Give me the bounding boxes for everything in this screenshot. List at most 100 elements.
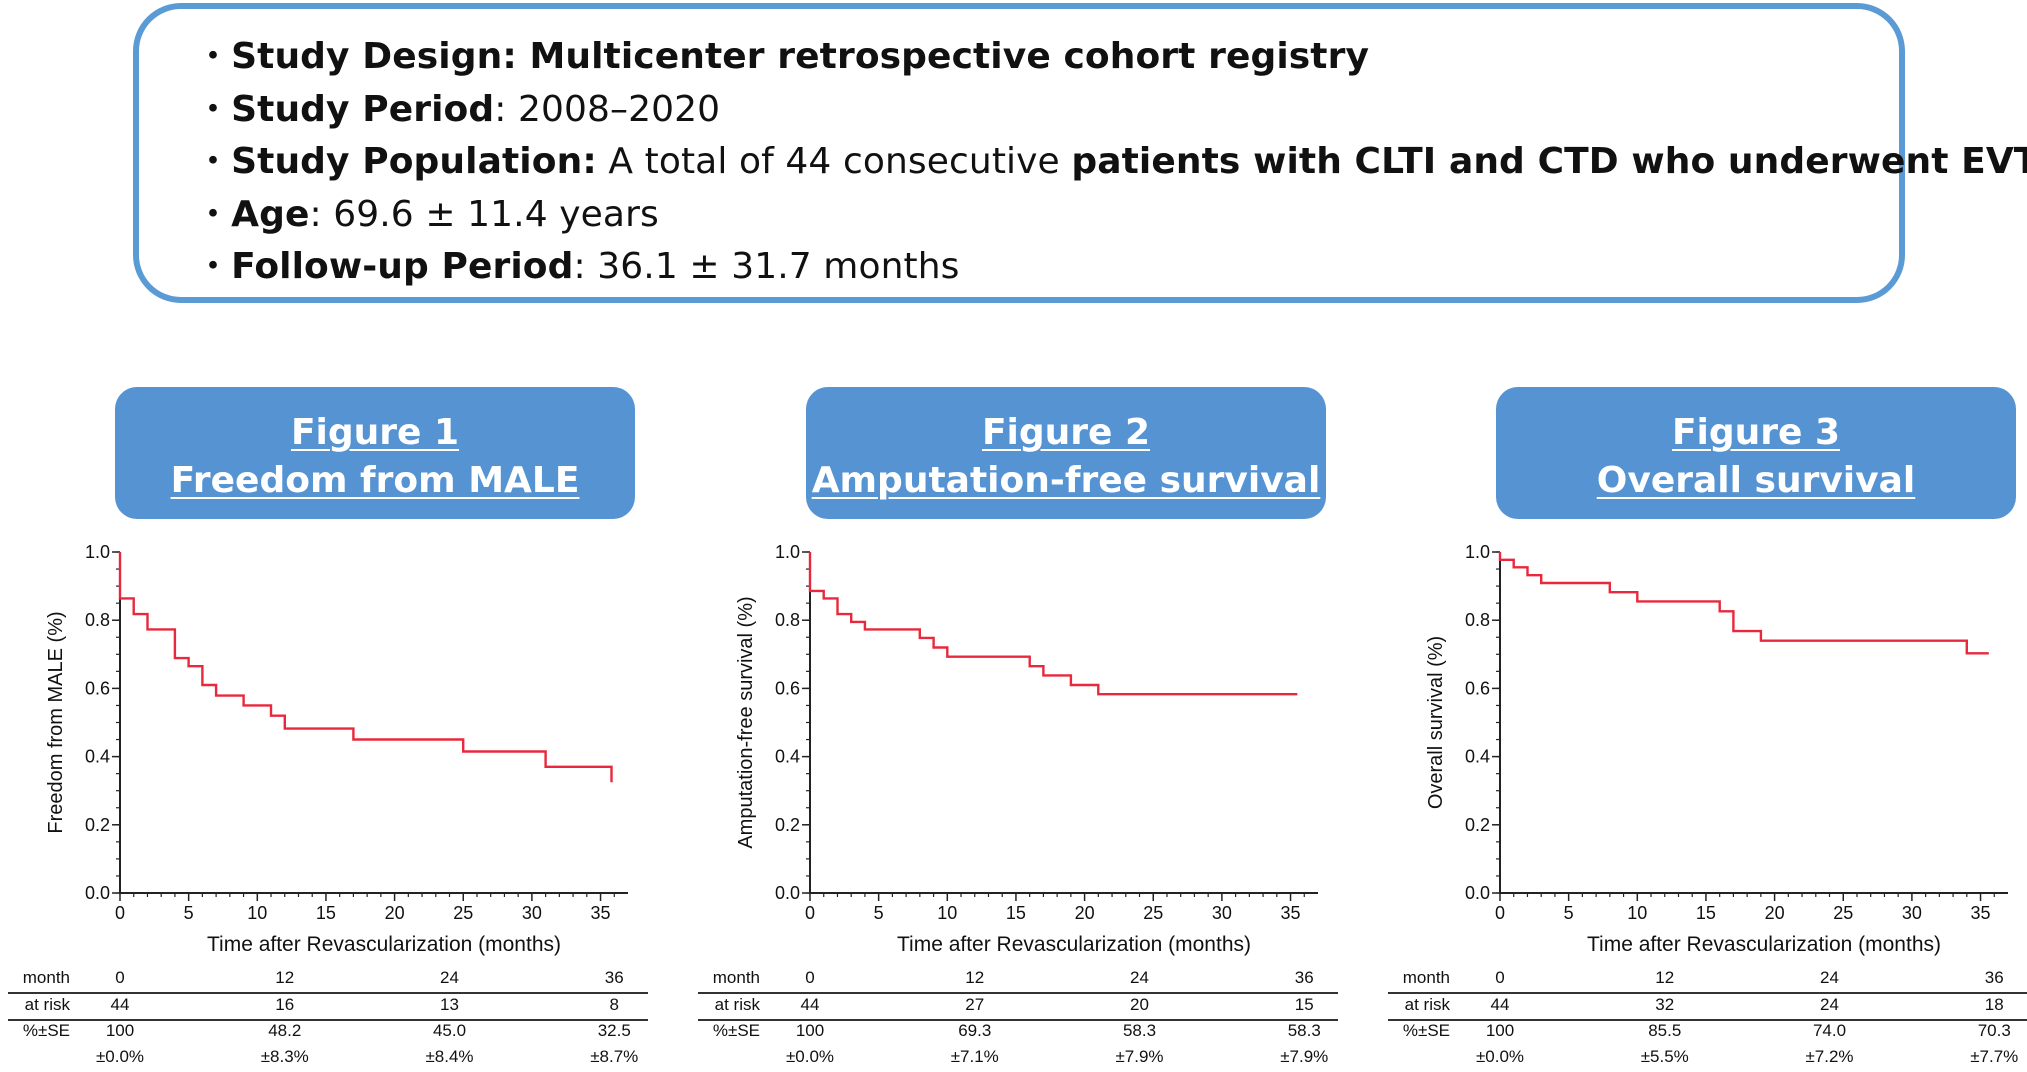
summary-colon: : — [309, 193, 322, 235]
y-tick-label: 0.4 — [775, 747, 800, 767]
risk-pct-value: 32.5 — [597, 1021, 631, 1040]
risk-at-risk-value: 32 — [1655, 995, 1675, 1014]
risk-row-label-month: month — [1402, 968, 1450, 987]
summary-line-population: ・Study Population: A total of 44 consecu… — [195, 136, 2027, 189]
risk-se-value: ±7.7% — [1970, 1047, 2019, 1066]
y-tick-label: 1.0 — [1465, 542, 1490, 562]
risk-se-value: ±0.0% — [95, 1047, 145, 1066]
risk-table-divider — [8, 1019, 648, 1021]
x-tick-label: 15 — [1006, 903, 1026, 923]
x-tick-label: 25 — [453, 903, 473, 923]
risk-se-value: ±7.1% — [950, 1047, 999, 1066]
x-tick-label: 5 — [184, 903, 194, 923]
bullet: ・ — [195, 88, 232, 130]
summary-label: Study Period — [231, 88, 495, 130]
risk-month-value: 24 — [1820, 968, 1839, 987]
x-tick-label: 10 — [247, 903, 267, 923]
x-tick-label: 5 — [874, 903, 884, 923]
risk-table-divider — [8, 992, 648, 994]
risk-row-label-at-risk: at risk — [24, 995, 70, 1014]
risk-at-risk-value: 16 — [275, 995, 295, 1014]
x-tick-label: 10 — [937, 903, 957, 923]
risk-table-divider — [698, 992, 1338, 994]
y-tick-label: 0.6 — [775, 678, 800, 698]
figure-1-title[interactable]: Freedom from MALE — [170, 460, 580, 501]
figure-3-header[interactable]: Figure 3 Overall survival — [1496, 387, 2016, 519]
x-tick-label: 35 — [591, 903, 611, 923]
summary-colon: : — [494, 88, 507, 130]
y-tick-label: 0.8 — [1465, 610, 1490, 630]
y-tick-label: 1.0 — [775, 542, 800, 562]
risk-month-value: 12 — [275, 968, 295, 987]
risk-row-label-at-risk: at risk — [1404, 995, 1450, 1014]
summary-label: Age — [231, 193, 310, 235]
km-chart-overall-survival: 0.0 0.2 0.4 0.6 0.8 1.0 0 5 10 15 20 25 30 35 Time aft… — [1425, 542, 2008, 956]
x-tick-label: 25 — [1833, 903, 1853, 923]
risk-pct-value: 45.0 — [432, 1021, 467, 1040]
x-tick-label: 20 — [1075, 903, 1095, 923]
risk-at-risk-value: 44 — [800, 995, 820, 1014]
risk-row-label-month: month — [22, 968, 70, 987]
y-tick-label: 0.6 — [85, 678, 110, 698]
figure-1-label[interactable]: Figure 1 — [290, 412, 460, 453]
y-tick-label: 0.2 — [775, 815, 800, 835]
survival-curve — [118, 552, 613, 783]
y-tick-label: 0.2 — [1465, 815, 1490, 835]
y-tick-label: 0.8 — [85, 610, 110, 630]
risk-row-label-pct-se: %±SE — [1402, 1021, 1450, 1040]
x-axis-label: Time after Revascularization (months) — [1587, 933, 1941, 956]
risk-pct-value: 58.3 — [1287, 1021, 1321, 1040]
risk-month-value: 12 — [965, 968, 985, 987]
risk-table-divider — [1388, 1019, 2027, 1021]
risk-row-label-pct-se: %±SE — [22, 1021, 70, 1040]
risk-at-risk-value: 20 — [1130, 995, 1149, 1014]
risk-se-value: ±7.2% — [1805, 1047, 1854, 1066]
risk-row-label-month: month — [712, 968, 760, 987]
risk-pct-value: 100 — [105, 1021, 135, 1040]
risk-row-label-pct-se: %±SE — [712, 1021, 760, 1040]
risk-at-risk-value: 44 — [1490, 995, 1510, 1014]
summary-label: Follow-up Period — [231, 246, 574, 287]
risk-pct-value: 58.3 — [1122, 1021, 1157, 1040]
figure-2-label[interactable]: Figure 2 — [981, 412, 1151, 453]
risk-se-value: ±0.0% — [785, 1047, 835, 1066]
risk-month-value: 12 — [1655, 968, 1675, 987]
risk-se-value: ±8.3% — [260, 1047, 309, 1066]
summary-label: Study Population — [231, 141, 583, 182]
risk-month-value: 0 — [115, 968, 125, 987]
x-tick-label: 20 — [1765, 903, 1785, 923]
x-tick-label: 5 — [1564, 903, 1574, 923]
km-chart-freedom-from-male: 0.0 0.2 0.4 0.6 0.8 1.0 0 5 10 15 20 25 30 35 Time aft… — [45, 542, 628, 956]
survival-curve — [808, 552, 1298, 696]
bullet: ・ — [195, 141, 232, 182]
bullet: ・ — [195, 246, 232, 287]
y-tick-label: 0.8 — [775, 610, 800, 630]
figure-3-label[interactable]: Figure 3 — [1671, 412, 1841, 453]
risk-month-value: 0 — [805, 968, 815, 987]
risk-se-value: ±8.4% — [425, 1047, 474, 1066]
x-tick-label: 30 — [1212, 903, 1232, 923]
y-tick-label: 0.4 — [85, 747, 110, 767]
risk-at-risk-value: 15 — [1294, 995, 1314, 1014]
risk-pct-value: 69.3 — [958, 1021, 992, 1040]
summary-value: 36.1 ± 31.7 months — [585, 246, 960, 287]
figure-3-title[interactable]: Overall survival — [1596, 460, 1916, 501]
figure-1-header[interactable]: Figure 1 Freedom from MALE — [115, 387, 635, 519]
risk-pct-value: 74.0 — [1812, 1021, 1847, 1040]
figure-2-title[interactable]: Amputation-free survival — [811, 460, 1321, 501]
x-tick-label: 30 — [522, 903, 542, 923]
y-axis-label: Freedom from MALE (%) — [45, 611, 67, 833]
x-tick-label: 15 — [316, 903, 336, 923]
summary-line-design: ・Study Design: Multicenter retrospective… — [195, 31, 1899, 84]
x-tick-label: 35 — [1971, 903, 1991, 923]
risk-month-value: 36 — [604, 968, 624, 987]
risk-at-risk-value: 44 — [110, 995, 130, 1014]
risk-se-value: ±7.9% — [1280, 1047, 1329, 1066]
risk-table-divider — [698, 1019, 1338, 1021]
summary-value-emphasis: patients with CLTI and CTD who underwent… — [1071, 141, 2027, 182]
figure-2-header[interactable]: Figure 2 Amputation-free survival — [806, 387, 1326, 519]
summary-colon: : — [502, 36, 517, 77]
summary-value: A total of 44 consecutive — [596, 141, 1072, 182]
summary-value: Multicenter retrospective cohort registr… — [516, 36, 1370, 77]
study-summary-box: ・Study Design: Multicenter retrospective… — [133, 3, 2027, 303]
